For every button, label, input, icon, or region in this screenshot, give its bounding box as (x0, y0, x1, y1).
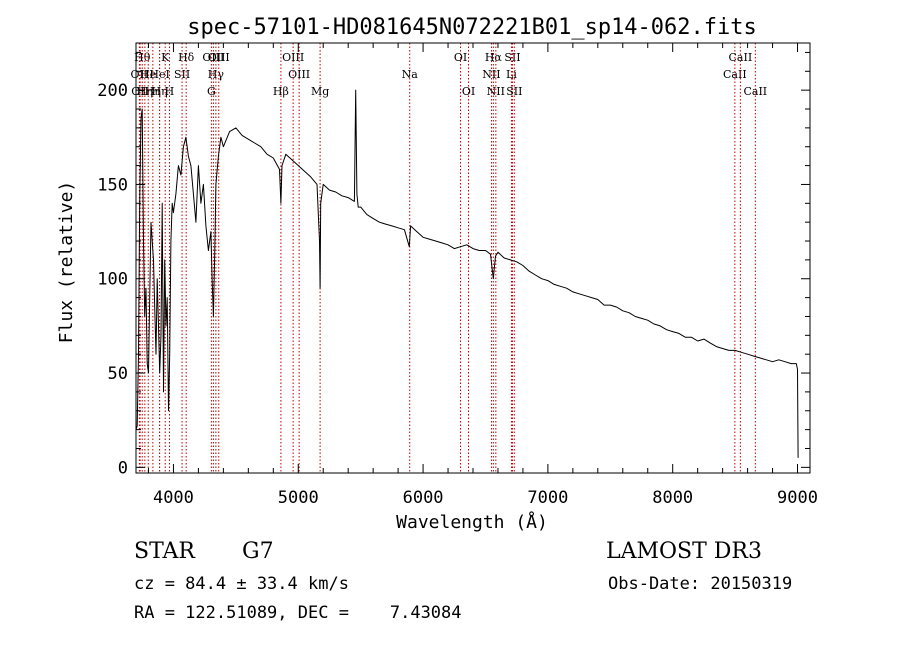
x-axis-label: Wavelength (Å) (396, 511, 548, 533)
marker-label: He (140, 68, 156, 81)
marker-label: OIII (288, 68, 310, 81)
marker-label: Hη (145, 85, 161, 98)
observation-date: Obs-Date: 20150319 (608, 574, 793, 594)
marker-label: Hη (137, 85, 153, 98)
marker-label: OI (454, 51, 467, 64)
flux-line (135, 89, 799, 458)
spectrum-series (135, 89, 799, 458)
marker-label: SII (504, 51, 520, 64)
marker-label: Hα (485, 51, 503, 64)
marker-label: Hθ (134, 51, 151, 64)
marker-label: Hδ (178, 51, 195, 64)
marker-label: OII (131, 68, 149, 81)
marker-label: K (161, 51, 170, 64)
object-class: STAR (134, 539, 195, 564)
redshift-velocity: cz = 84.4 ± 33.4 km/s (134, 574, 349, 594)
x-tick-label: 6000 (403, 488, 444, 508)
survey-name: LAMOST DR3 (606, 539, 762, 564)
marker-label: Li (506, 68, 517, 81)
x-tick-label: 9000 (777, 488, 818, 508)
marker-label: CaII (723, 68, 747, 81)
marker-label: SII (174, 68, 190, 81)
marker-label: NII (487, 85, 505, 98)
y-axis-label: Flux (relative) (56, 181, 77, 344)
x-tick-label: 8000 (652, 488, 693, 508)
chart-title: spec-57101-HD081645N072221B01_sp14-062.f… (187, 15, 757, 40)
axes: 4000 5000 6000 7000 8000 9000 0 50 100 150 200 (97, 43, 818, 508)
marker-label: Hη (151, 85, 167, 98)
x-tick-label: 4000 (153, 488, 194, 508)
object-subclass: G7 (242, 539, 274, 564)
coordinates: RA = 122.51089, DEC = 7.43084 (134, 603, 462, 623)
x-tick-label: 7000 (527, 488, 568, 508)
marker-label: G (207, 85, 216, 98)
marker-label: CaII (729, 51, 753, 64)
marker-label: CaII (743, 85, 767, 98)
y-tick-label: 0 (118, 458, 128, 478)
marker-label: Mg (311, 85, 329, 98)
y-tick-label: 100 (97, 270, 128, 290)
marker-label: Hβ (273, 85, 289, 98)
marker-label: Na (402, 68, 419, 81)
marker-label: SII (506, 85, 522, 98)
marker-label: OI (462, 85, 475, 98)
y-tick-label: 50 (108, 364, 128, 384)
marker-label: OIII (282, 51, 304, 64)
y-tick-label: 200 (97, 81, 128, 101)
marker-label: NII (482, 68, 500, 81)
y-tick-label: 150 (97, 175, 128, 195)
marker-label: OIII (208, 51, 230, 64)
plot-frame (135, 42, 811, 474)
marker-label: H (165, 85, 175, 98)
x-tick-label: 5000 (278, 488, 319, 508)
marker-label: Hγ (208, 68, 225, 81)
spectral-line-markers: OIIOIIHθHηHeHηHeIHηKHSIIHδGOIIIHγOIIIHβO… (131, 43, 767, 473)
